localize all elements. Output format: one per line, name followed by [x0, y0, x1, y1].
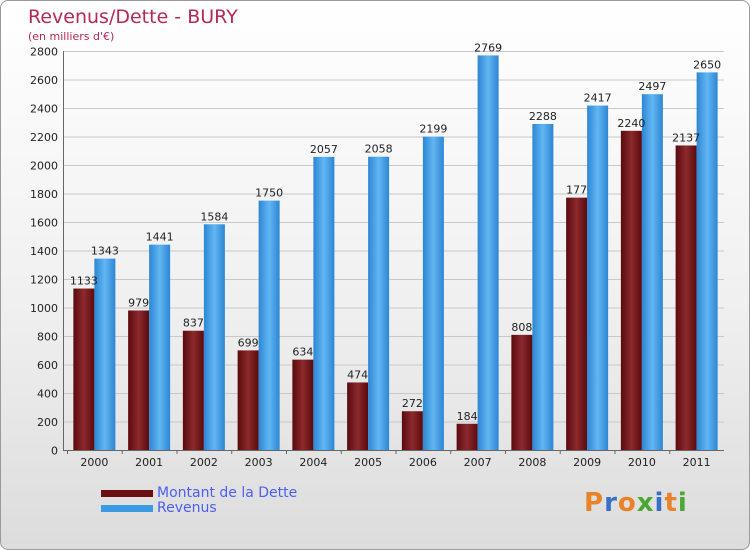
data-label-revenus-2006: 2199 — [419, 123, 447, 136]
y-tick-label-1200: 1200 — [30, 274, 58, 287]
bar-dette-2007 — [456, 423, 478, 450]
x-tick-label-2011: 2011 — [683, 456, 711, 469]
legend-label-revenus: Revenus — [157, 500, 217, 516]
chart-title: Revenus/Dette - BURY — [28, 6, 238, 28]
data-label-revenus-2001: 1441 — [146, 231, 174, 244]
data-labels: 1133 1343 979 1441 837 1584 699 1750 634 2057 474 2… — [70, 41, 721, 422]
data-label-dette-2004: 634 — [292, 346, 313, 359]
y-tick-label-600: 600 — [37, 359, 58, 372]
data-label-dette-2000: 1133 — [70, 275, 98, 288]
bar-dette-2011 — [675, 145, 697, 451]
bar-revenus-2004 — [313, 156, 335, 450]
y-tick-label-2800: 2800 — [30, 46, 58, 59]
data-label-revenus-2007: 2769 — [474, 41, 502, 54]
legend-swatch-revenus — [101, 505, 153, 512]
logo-letter: o — [617, 488, 637, 518]
data-label-revenus-2005: 2058 — [365, 143, 393, 156]
axes: 0 200 400 600 800 1000 1200 1400 1600 1800 2000 220… — [30, 46, 724, 469]
data-label-revenus-2011: 2650 — [693, 58, 721, 71]
logo-letter: i — [677, 488, 688, 518]
x-tick-label-2010: 2010 — [628, 456, 656, 469]
x-tick-label-2002: 2002 — [190, 456, 218, 469]
data-label-dette-2003: 699 — [238, 336, 259, 349]
x-tick-label-2000: 2000 — [80, 456, 108, 469]
y-tick-label-2400: 2400 — [30, 103, 58, 116]
data-label-dette-2002: 837 — [183, 317, 204, 330]
bar-revenus-2006 — [422, 136, 444, 450]
bar-dette-2006 — [401, 411, 423, 450]
y-tick-label-1600: 1600 — [30, 217, 58, 230]
data-label-dette-2011: 2137 — [672, 131, 700, 144]
proxiti-logo: Proxiti — [584, 488, 688, 518]
bar-revenus-2005 — [368, 156, 390, 451]
y-tick-label-2600: 2600 — [30, 74, 58, 87]
bar-dette-2010 — [620, 130, 642, 451]
x-tick-label-2006: 2006 — [409, 456, 437, 469]
y-tick-label-1400: 1400 — [30, 245, 58, 258]
y-tick-label-0: 0 — [51, 445, 58, 458]
bar-revenus-2007 — [477, 55, 499, 450]
data-label-revenus-2002: 1584 — [200, 210, 228, 223]
bar-revenus-2002 — [203, 224, 225, 450]
logo-letter: i — [654, 488, 665, 518]
y-tick-label-1000: 1000 — [30, 302, 58, 315]
legend-label-dette: Montant de la Dette — [157, 485, 298, 501]
bar-dette-2001 — [128, 310, 150, 450]
y-tick-label-800: 800 — [37, 331, 58, 344]
bar-revenus-2010 — [641, 94, 663, 451]
data-label-dette-2008: 808 — [511, 321, 532, 334]
y-tick-label-200: 200 — [37, 416, 58, 429]
data-label-revenus-2004: 2057 — [310, 143, 338, 156]
x-tick-label-2001: 2001 — [135, 456, 163, 469]
logo-letter: r — [604, 488, 618, 518]
data-label-dette-2010: 2240 — [617, 117, 645, 130]
data-label-dette-2006: 272 — [402, 397, 423, 410]
bar-dette-2000 — [73, 288, 95, 450]
chart-subtitle: (en milliers d'€) — [28, 30, 115, 43]
bar-revenus-2001 — [149, 244, 171, 450]
bar-revenus-2009 — [587, 105, 609, 450]
data-label-revenus-2009: 2417 — [584, 92, 612, 105]
bar-dette-2005 — [347, 382, 369, 450]
x-tick-label-2005: 2005 — [354, 456, 382, 469]
data-label-revenus-2000: 1343 — [91, 245, 119, 258]
bar-revenus-2000 — [94, 258, 116, 450]
y-tick-label-2000: 2000 — [30, 160, 58, 173]
x-tick-label-2004: 2004 — [299, 456, 327, 469]
logo-letter: x — [636, 488, 655, 518]
grid-lines — [63, 51, 724, 451]
data-label-dette-2009: 177 — [566, 184, 587, 197]
data-label-revenus-2003: 1750 — [255, 187, 283, 200]
y-tick-label-2200: 2200 — [30, 131, 58, 144]
bar-dette-2004 — [292, 359, 314, 450]
data-label-revenus-2010: 2497 — [638, 80, 666, 93]
x-tick-label-2007: 2007 — [464, 456, 492, 469]
data-label-revenus-2008: 2288 — [529, 110, 557, 123]
data-label-dette-2005: 474 — [347, 368, 368, 381]
bar-revenus-2008 — [532, 123, 554, 451]
x-tick-label-2008: 2008 — [518, 456, 546, 469]
bar-revenus-2003 — [258, 200, 280, 450]
logo-letter: t — [664, 488, 678, 518]
bars — [73, 55, 718, 451]
x-tick-label-2003: 2003 — [245, 456, 273, 469]
y-tick-label-1800: 1800 — [30, 188, 58, 201]
data-label-dette-2007: 184 — [457, 410, 478, 423]
bar-revenus-2011 — [696, 72, 718, 450]
bar-dette-2002 — [182, 330, 204, 450]
logo-letter: P — [584, 488, 605, 518]
x-tick-label-2009: 2009 — [573, 456, 601, 469]
y-tick-label-400: 400 — [37, 388, 58, 401]
data-label-dette-2001: 979 — [128, 296, 149, 309]
bar-dette-2008 — [511, 334, 533, 450]
bar-dette-2003 — [237, 350, 259, 450]
legend-swatch-dette — [101, 490, 153, 497]
bar-dette-2009 — [566, 197, 588, 450]
